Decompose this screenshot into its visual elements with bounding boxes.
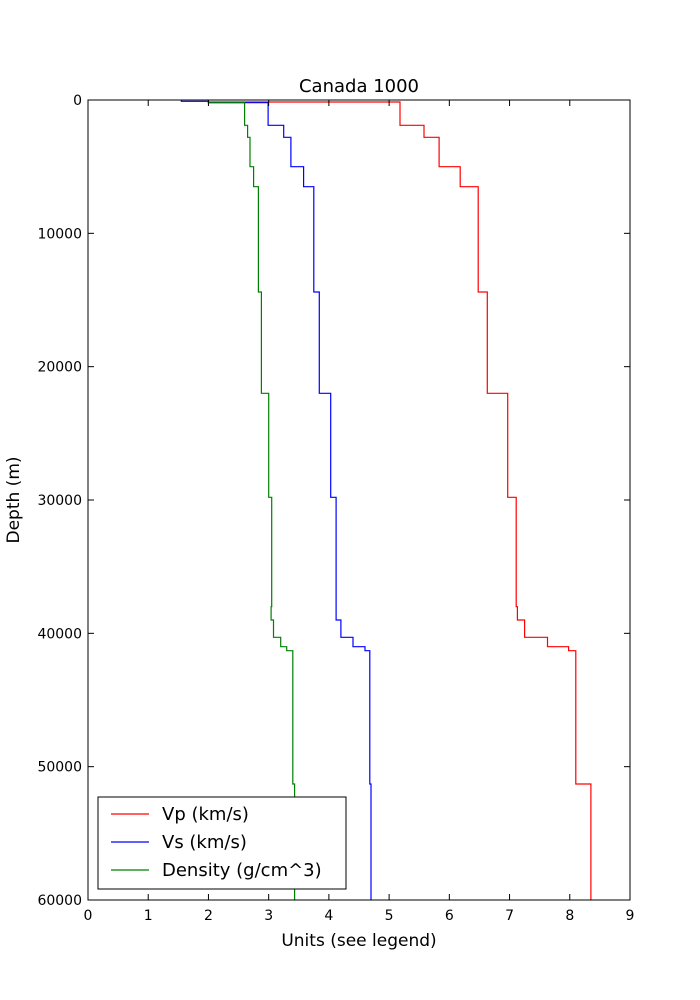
y-axis-label: Depth (m) <box>4 456 24 543</box>
chart-title: Canada 1000 <box>299 76 419 97</box>
y-tick-label: 0 <box>73 93 82 109</box>
y-tick-label: 20000 <box>37 360 82 376</box>
x-axis-label: Units (see legend) <box>281 931 436 951</box>
x-axis: 0 1 2 3 4 5 6 7 8 9 <box>84 100 635 924</box>
x-tick-label: 0 <box>84 908 93 924</box>
x-tick-label: 9 <box>626 908 635 924</box>
y-tick-label: 60000 <box>37 893 82 909</box>
x-tick-label: 1 <box>144 908 153 924</box>
x-tick-label: 4 <box>324 908 333 924</box>
x-tick-label: 7 <box>505 908 514 924</box>
series-line-1 <box>180 100 372 900</box>
legend-label-2: Density (g/cm^3) <box>162 860 322 881</box>
y-tick-label: 30000 <box>37 493 82 509</box>
y-tick-label: 10000 <box>37 226 82 242</box>
x-tick-label: 2 <box>204 908 213 924</box>
series-layer <box>180 100 592 900</box>
series-line-0 <box>207 100 592 900</box>
legend-label-0: Vp (km/s) <box>162 804 249 825</box>
y-axis: 0 10000 20000 30000 40000 50000 60000 <box>37 93 630 909</box>
x-tick-label: 3 <box>264 908 273 924</box>
series-line-2 <box>207 100 296 900</box>
legend-label-1: Vs (km/s) <box>162 832 247 853</box>
legend: Vp (km/s) Vs (km/s) Density (g/cm^3) <box>97 796 347 890</box>
x-tick-label: 8 <box>565 908 574 924</box>
y-tick-label: 40000 <box>37 626 82 642</box>
x-tick-label: 5 <box>385 908 394 924</box>
y-tick-label: 50000 <box>37 760 82 776</box>
legend-box <box>97 796 347 890</box>
x-tick-label: 6 <box>445 908 454 924</box>
